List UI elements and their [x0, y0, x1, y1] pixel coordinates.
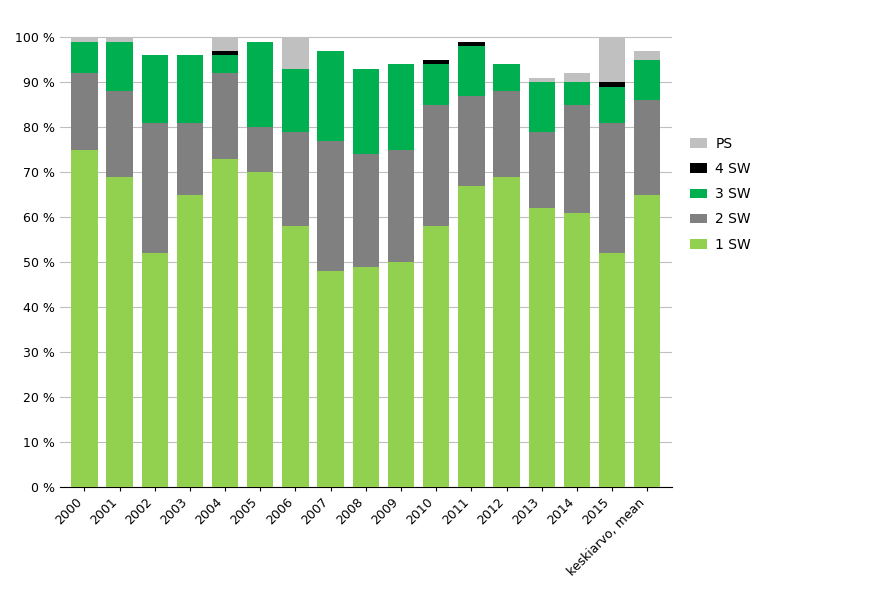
Bar: [212, 74, 238, 159]
Bar: [599, 253, 625, 487]
Bar: [634, 195, 661, 487]
Bar: [317, 141, 344, 271]
Bar: [494, 65, 519, 91]
Bar: [423, 65, 449, 105]
Bar: [599, 37, 625, 82]
Bar: [634, 60, 661, 100]
Bar: [212, 51, 238, 55]
Bar: [282, 69, 309, 132]
Bar: [528, 208, 555, 487]
Bar: [107, 37, 132, 42]
Legend: PS, 4 SW, 3 SW, 2 SW, 1 SW: PS, 4 SW, 3 SW, 2 SW, 1 SW: [685, 132, 757, 257]
Bar: [528, 82, 555, 132]
Bar: [353, 69, 379, 154]
Bar: [141, 253, 168, 487]
Bar: [71, 37, 98, 42]
Bar: [564, 213, 591, 487]
Bar: [458, 42, 485, 46]
Bar: [212, 159, 238, 487]
Bar: [599, 87, 625, 123]
Bar: [177, 55, 203, 123]
Bar: [107, 42, 132, 91]
Bar: [564, 105, 591, 213]
Bar: [317, 51, 344, 141]
Bar: [599, 82, 625, 87]
Bar: [634, 100, 661, 195]
Bar: [71, 150, 98, 487]
Bar: [317, 271, 344, 487]
Bar: [423, 105, 449, 226]
Bar: [494, 177, 519, 487]
Bar: [634, 51, 661, 60]
Bar: [71, 74, 98, 150]
Bar: [141, 123, 168, 253]
Bar: [107, 91, 132, 177]
Bar: [458, 186, 485, 487]
Bar: [247, 173, 274, 487]
Bar: [71, 42, 98, 74]
Bar: [388, 65, 414, 150]
Bar: [388, 262, 414, 487]
Bar: [247, 42, 274, 127]
Bar: [212, 55, 238, 74]
Bar: [564, 82, 591, 105]
Bar: [177, 123, 203, 195]
Bar: [528, 78, 555, 82]
Bar: [494, 91, 519, 177]
Bar: [528, 132, 555, 208]
Bar: [107, 177, 132, 487]
Bar: [177, 195, 203, 487]
Bar: [282, 37, 309, 69]
Bar: [353, 154, 379, 267]
Bar: [458, 46, 485, 96]
Bar: [423, 226, 449, 487]
Bar: [599, 123, 625, 253]
Bar: [458, 96, 485, 186]
Bar: [282, 226, 309, 487]
Bar: [353, 267, 379, 487]
Bar: [388, 150, 414, 262]
Bar: [212, 37, 238, 51]
Bar: [247, 127, 274, 173]
Bar: [423, 60, 449, 65]
Bar: [141, 55, 168, 123]
Bar: [564, 74, 591, 82]
Bar: [282, 132, 309, 226]
